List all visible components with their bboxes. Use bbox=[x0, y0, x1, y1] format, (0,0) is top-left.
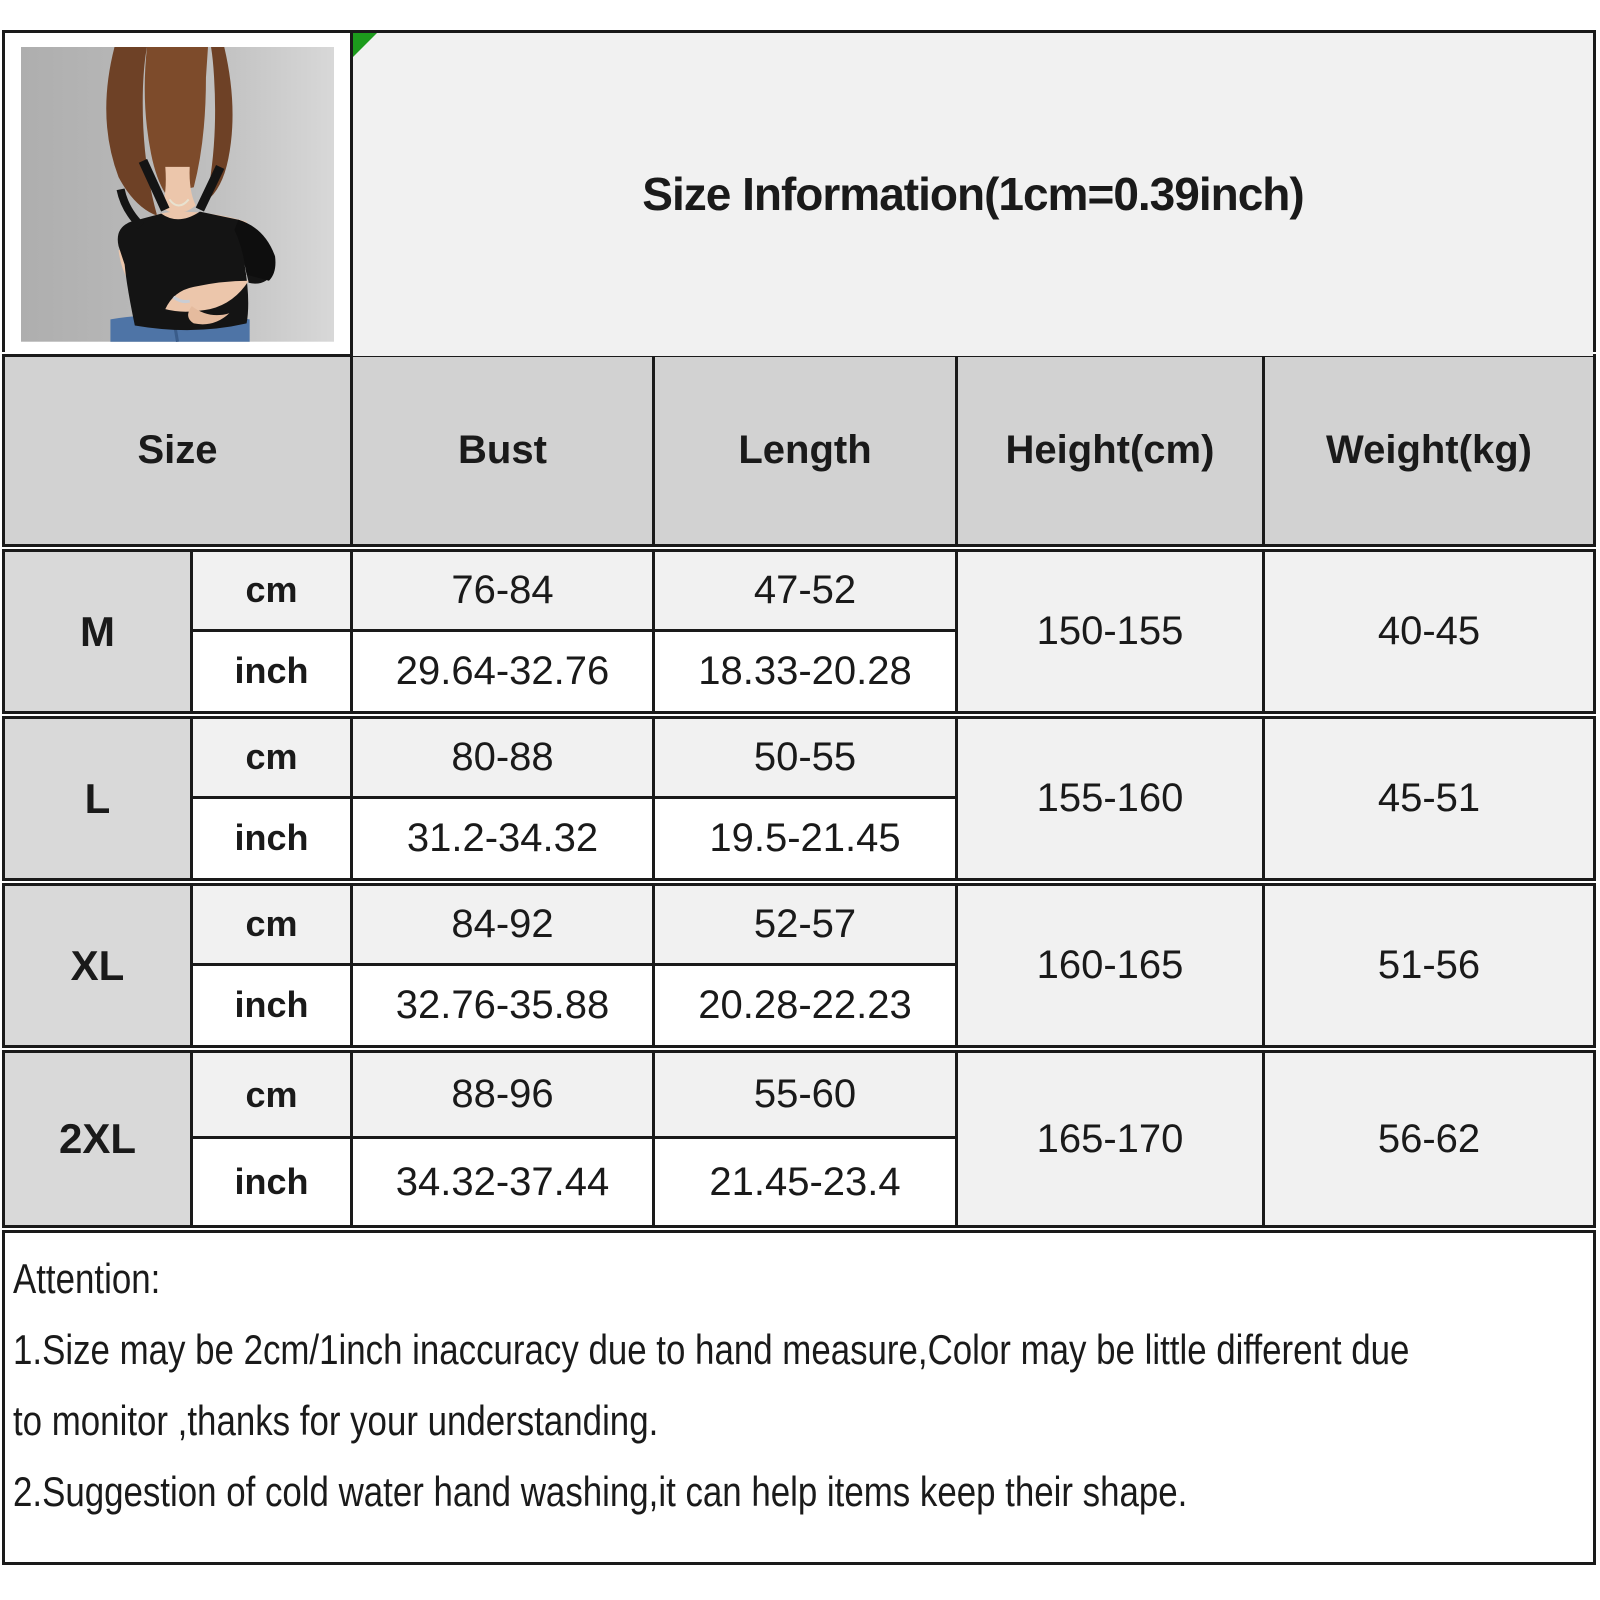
table-header-row: Size Bust Length Height(cm) Weight(kg) bbox=[2, 354, 1596, 547]
unit-label-cm: cm bbox=[193, 1053, 353, 1139]
unit-label-inch: inch bbox=[193, 965, 353, 1045]
unit-label-cm: cm bbox=[193, 552, 353, 632]
height-value: 160-165 bbox=[958, 886, 1265, 1045]
title-cell: Size Information(1cm=0.39inch) bbox=[353, 33, 1593, 356]
size-label: XL bbox=[5, 886, 193, 1045]
table-row-2xl: 2XL cm 88-96 55-60 inch 34.32-37.44 21.4… bbox=[2, 1050, 1596, 1228]
weight-value: 45-51 bbox=[1265, 719, 1593, 878]
header-weight: Weight(kg) bbox=[1326, 428, 1532, 472]
table-row-xl: XL cm 84-92 52-57 inch 32.76-35.88 20.28… bbox=[2, 883, 1596, 1048]
product-photo-cell bbox=[5, 33, 353, 356]
bust-cm-value: 88-96 bbox=[353, 1053, 655, 1139]
height-value: 155-160 bbox=[958, 719, 1265, 878]
length-cm-value: 52-57 bbox=[655, 886, 958, 966]
unit-label-inch: inch bbox=[193, 798, 353, 878]
bust-inch-value: 32.76-35.88 bbox=[353, 965, 655, 1045]
unit-label-cm: cm bbox=[193, 886, 353, 966]
unit-label-cm: cm bbox=[193, 719, 353, 799]
size-chart-frame: Size Information(1cm=0.39inch) Size Bust… bbox=[2, 30, 1596, 1565]
unit-label-inch: inch bbox=[193, 631, 353, 711]
top-row: Size Information(1cm=0.39inch) bbox=[2, 30, 1596, 356]
unit-label-inch: inch bbox=[193, 1139, 353, 1225]
weight-value: 40-45 bbox=[1265, 552, 1593, 711]
product-model-photo bbox=[21, 47, 334, 342]
length-cm-value: 55-60 bbox=[655, 1053, 958, 1139]
length-inch-value: 19.5-21.45 bbox=[655, 798, 958, 878]
table-row-m: M cm 76-84 47-52 inch 29.64-32.76 18.33-… bbox=[2, 549, 1596, 714]
bust-cm-value: 76-84 bbox=[353, 552, 655, 632]
bust-cm-value: 84-92 bbox=[353, 886, 655, 966]
green-corner-marker-icon bbox=[353, 33, 377, 57]
bust-inch-value: 31.2-34.32 bbox=[353, 798, 655, 878]
size-label: M bbox=[5, 552, 193, 711]
length-inch-value: 21.45-23.4 bbox=[655, 1139, 958, 1225]
table-row-l: L cm 80-88 50-55 inch 31.2-34.32 19.5-21… bbox=[2, 716, 1596, 881]
page-title: Size Information(1cm=0.39inch) bbox=[642, 168, 1304, 221]
header-length: Length bbox=[655, 357, 958, 544]
height-value: 150-155 bbox=[958, 552, 1265, 711]
attention-heading: Attention: bbox=[13, 1255, 161, 1302]
length-inch-value: 18.33-20.28 bbox=[655, 631, 958, 711]
attention-note-line: 2.Suggestion of cold water hand washing,… bbox=[13, 1468, 1188, 1515]
weight-value: 56-62 bbox=[1265, 1053, 1593, 1225]
header-size: Size bbox=[5, 357, 353, 544]
header-height: Height(cm) bbox=[958, 357, 1265, 544]
attention-notes: Attention: 1.Size may be 2cm/1inch inacc… bbox=[2, 1230, 1596, 1565]
height-value: 165-170 bbox=[958, 1053, 1265, 1225]
attention-note-line: to monitor ,thanks for your understandin… bbox=[13, 1397, 659, 1444]
length-cm-value: 50-55 bbox=[655, 719, 958, 799]
attention-note-line: 1.Size may be 2cm/1inch inaccuracy due t… bbox=[13, 1326, 1410, 1373]
bust-cm-value: 80-88 bbox=[353, 719, 655, 799]
length-inch-value: 20.28-22.23 bbox=[655, 965, 958, 1045]
weight-value: 51-56 bbox=[1265, 886, 1593, 1045]
length-cm-value: 47-52 bbox=[655, 552, 958, 632]
bust-inch-value: 34.32-37.44 bbox=[353, 1139, 655, 1225]
size-label: L bbox=[5, 719, 193, 878]
bust-inch-value: 29.64-32.76 bbox=[353, 631, 655, 711]
size-label: 2XL bbox=[5, 1053, 193, 1225]
header-bust: Bust bbox=[353, 357, 655, 544]
